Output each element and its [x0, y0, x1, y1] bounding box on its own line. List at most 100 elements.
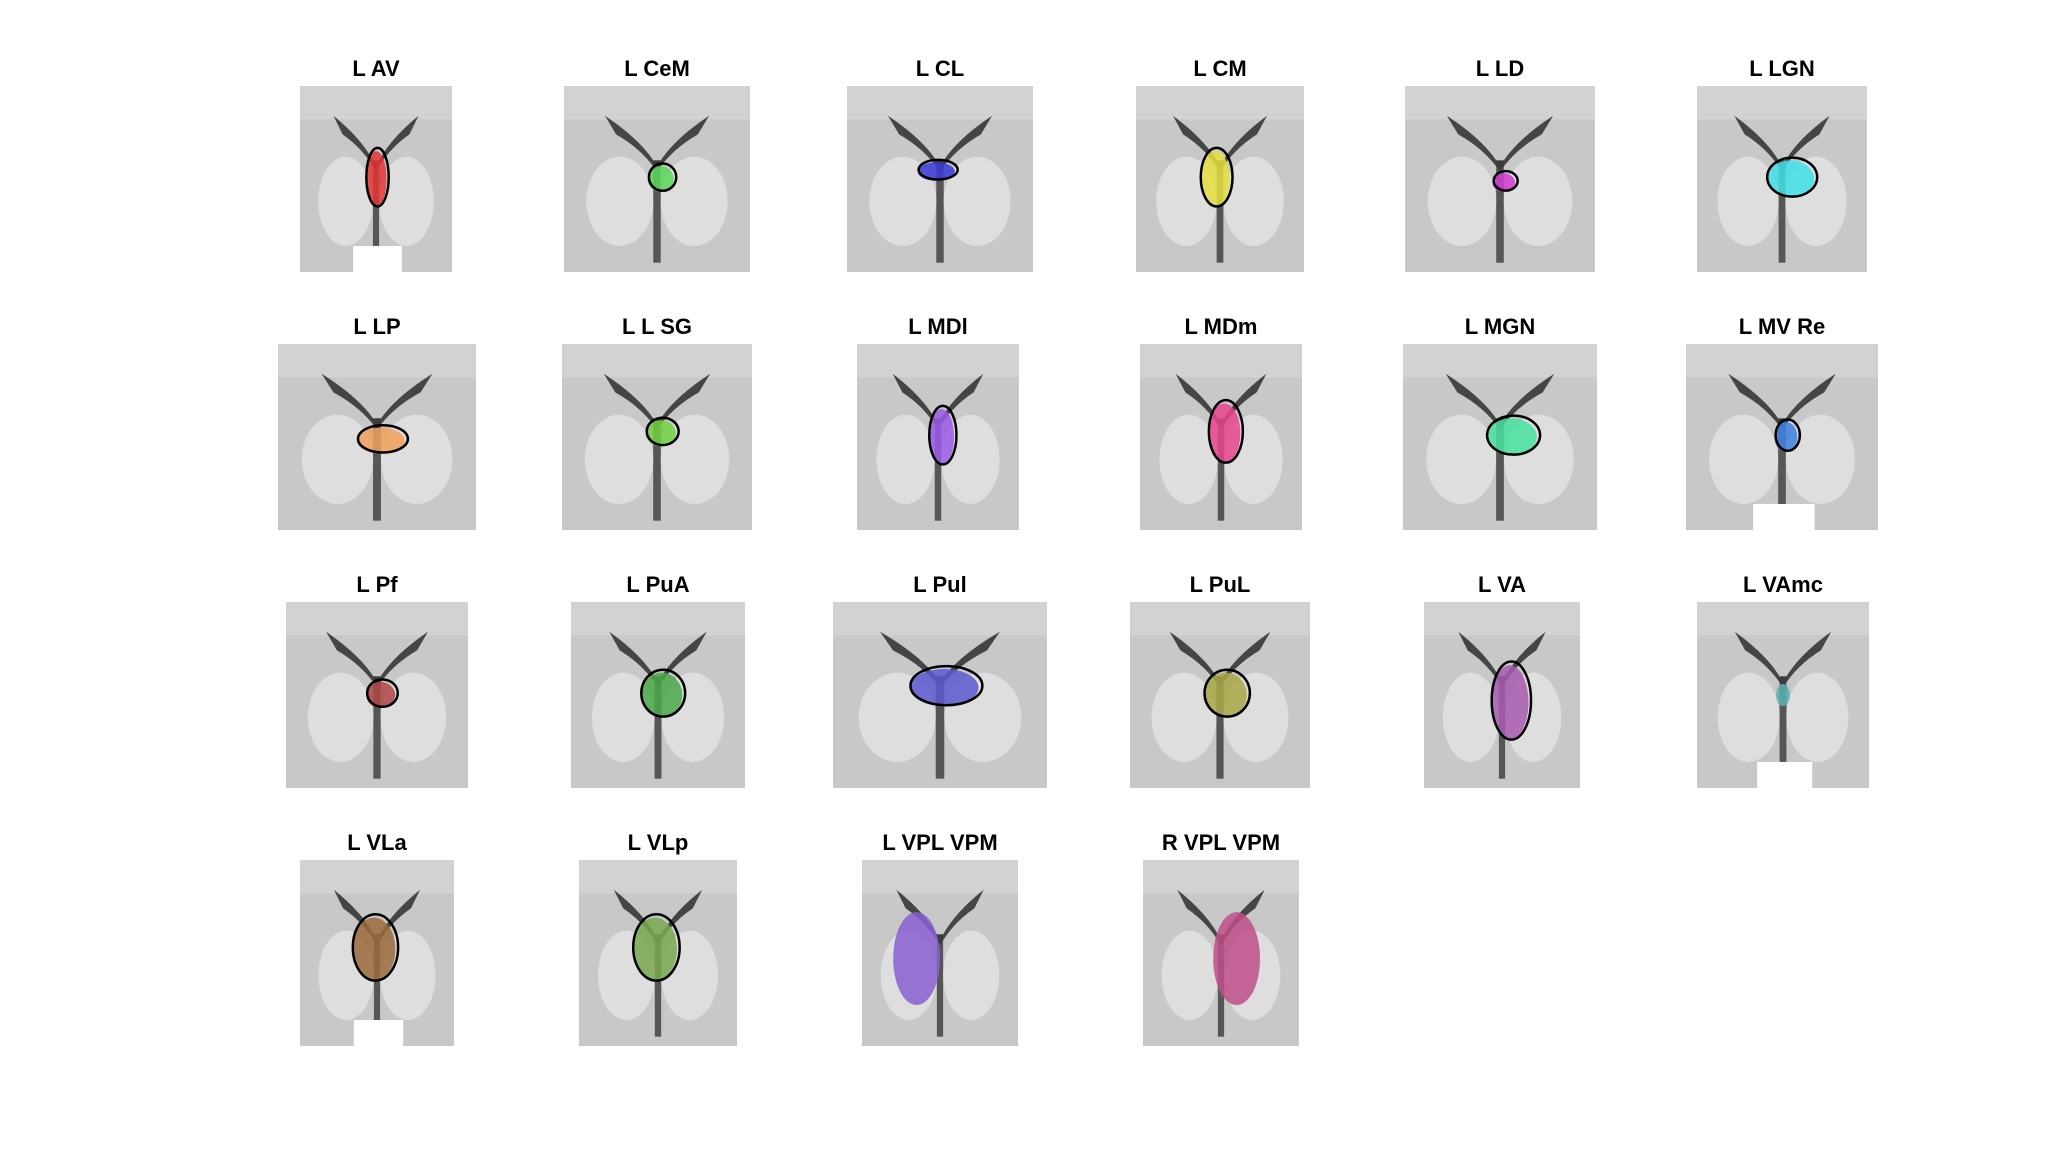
- panel-title: L CM: [1193, 56, 1247, 81]
- region-outline: [356, 423, 410, 454]
- brain-slice-panel: L Pul: [793, 572, 1087, 788]
- brain-slice-panel: L VAmc: [1657, 572, 1909, 788]
- mri-slice-image: [300, 860, 454, 1046]
- mri-slice-image: [1424, 602, 1580, 788]
- region-outline: [1485, 414, 1542, 456]
- panel-title: L MV Re: [1738, 314, 1826, 339]
- panel-title: L MGN: [1464, 314, 1536, 339]
- brain-slice-panel: R VPL VPM: [1103, 830, 1339, 1046]
- mri-slice-image: [300, 86, 452, 272]
- panel-title: L L SG: [621, 314, 693, 339]
- mri-slice-image: [1403, 344, 1597, 530]
- brain-slice-panel: L AV: [260, 56, 492, 272]
- brain-slice-panel: L L SG: [522, 314, 792, 530]
- highlighted-region: [357, 427, 405, 454]
- mri-slice-image: [278, 344, 476, 530]
- highlighted-region: [640, 672, 683, 718]
- panel-title: L Pul: [913, 572, 967, 597]
- brain-slice-panel: L MV Re: [1646, 314, 1918, 530]
- highlighted-region: [1213, 912, 1260, 1006]
- region-outline: [1490, 660, 1533, 741]
- region-outline: [645, 416, 680, 447]
- brain-slice-panel: L PuA: [531, 572, 785, 788]
- panel-title: L AV: [352, 56, 400, 81]
- region-outline: [1765, 156, 1819, 198]
- region-outline: [917, 158, 959, 181]
- brain-slice-panel: L LGN: [1657, 56, 1907, 272]
- brain-slice-panel: L CL: [807, 56, 1073, 272]
- highlighted-region: [1766, 160, 1815, 198]
- panel-title: L VLa: [347, 830, 407, 855]
- brain-slice-panel: L MGN: [1363, 314, 1637, 530]
- highlighted-region: [352, 917, 396, 981]
- mri-slice-image: [579, 860, 737, 1046]
- region-outline: [631, 912, 681, 982]
- region-outline: [640, 668, 687, 718]
- highlighted-region: [1486, 418, 1537, 456]
- mri-slice-image: [1130, 602, 1310, 788]
- highlighted-region: [366, 681, 396, 709]
- panel-title: L Pf: [356, 572, 398, 597]
- highlighted-region: [893, 912, 940, 1006]
- mri-slice-image: [564, 86, 750, 272]
- highlighted-region: [1199, 151, 1231, 207]
- brain-slice-panel: L VLp: [539, 830, 777, 1046]
- brain-slice-panel: L VLa: [260, 830, 494, 1046]
- brain-slice-panel: L CeM: [524, 56, 790, 272]
- panel-title: L CeM: [624, 56, 690, 81]
- highlighted-region: [632, 917, 677, 981]
- region-outline: [351, 912, 400, 982]
- panel-title: L MDl: [908, 314, 968, 339]
- region-outline: [1492, 169, 1519, 192]
- highlighted-region: [1774, 422, 1798, 452]
- panel-title: R VPL VPM: [1161, 830, 1281, 855]
- mri-slice-image: [571, 602, 745, 788]
- brain-slice-panel: L PuL: [1090, 572, 1350, 788]
- brain-slice-panel: L Pf: [246, 572, 508, 788]
- mri-slice-image: [562, 344, 752, 530]
- highlighted-region: [365, 151, 387, 207]
- mri-slice-image: [1140, 344, 1302, 530]
- brain-slice-panel: L MDl: [817, 314, 1059, 530]
- highlighted-region: [647, 165, 674, 193]
- mri-slice-image: [847, 86, 1033, 272]
- mri-slice-image: [1405, 86, 1595, 272]
- panel-title: L VPL VPM: [882, 830, 998, 855]
- brain-slice-panel: L LD: [1365, 56, 1635, 272]
- mri-slice-image: [1686, 344, 1878, 530]
- brain-slice-panel: L LP: [238, 314, 516, 530]
- highlighted-region: [1491, 665, 1529, 740]
- panel-title: L PuA: [626, 572, 690, 597]
- mri-slice-image: [1136, 86, 1304, 272]
- panel-title: L VLp: [627, 830, 689, 855]
- panel-title: L VA: [1477, 572, 1527, 597]
- region-outline: [909, 664, 984, 707]
- panel-title: L LD: [1475, 56, 1525, 81]
- panel-title: L MDm: [1184, 314, 1258, 339]
- mri-slice-image: [1697, 602, 1869, 788]
- highlighted-region: [917, 162, 955, 181]
- brain-slice-panel: L CM: [1096, 56, 1344, 272]
- region-outline: [1774, 418, 1802, 453]
- mri-slice-image: [1143, 860, 1299, 1046]
- panel-title: L VAmc: [1743, 572, 1823, 597]
- panel-title: L CL: [915, 56, 965, 81]
- highlighted-region: [645, 420, 676, 447]
- mri-slice-image: [833, 602, 1047, 788]
- mri-slice-image: [857, 344, 1019, 530]
- region-outline: [928, 404, 958, 466]
- region-outline: [1207, 398, 1245, 464]
- region-outline: [647, 162, 678, 193]
- region-outline: [365, 678, 399, 709]
- panel-title: L LGN: [1749, 56, 1815, 81]
- mri-slice-image: [862, 860, 1018, 1046]
- brain-slice-panel: L MDm: [1100, 314, 1342, 530]
- highlighted-region: [1208, 403, 1241, 464]
- highlighted-region: [910, 668, 979, 707]
- brain-slice-panel: L VA: [1384, 572, 1620, 788]
- region-outline: [1199, 146, 1234, 208]
- highlighted-region: [1776, 683, 1790, 707]
- mri-slice-image: [286, 602, 468, 788]
- region-outline: [365, 146, 390, 208]
